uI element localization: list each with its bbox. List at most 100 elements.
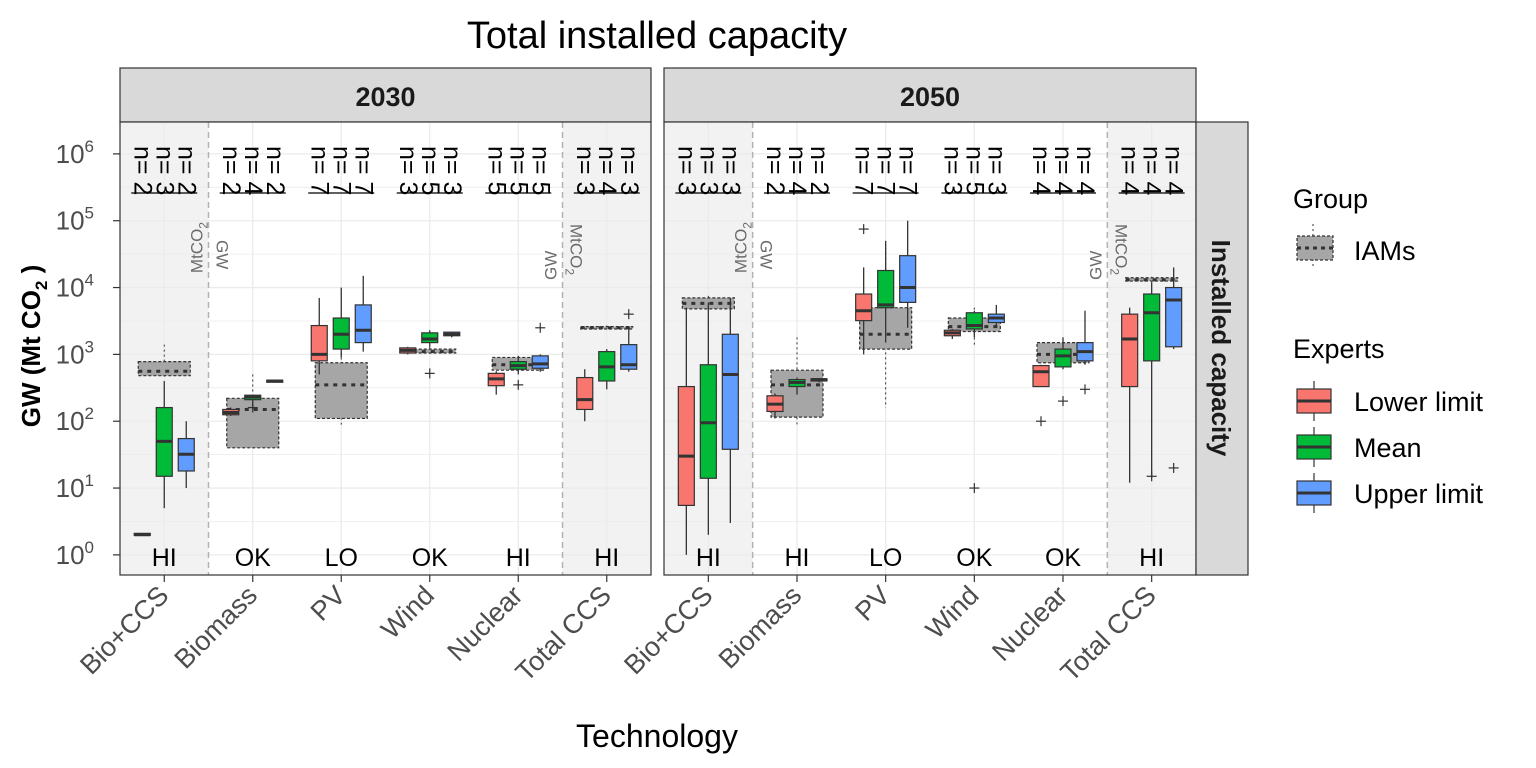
n-label: n= 3	[672, 146, 700, 195]
unit-label-gw: GW	[757, 240, 776, 269]
rating-label: HI	[594, 544, 619, 572]
legend-item-iams: IAMs	[1354, 236, 1416, 266]
n-label: n= 5	[504, 146, 532, 195]
panel-strip	[119, 67, 652, 123]
n-label: n= 3	[938, 146, 966, 195]
expert-box	[1032, 364, 1050, 388]
unit-label-gw: GW	[1086, 251, 1105, 280]
legend-group-title: Group	[1293, 184, 1368, 214]
y-tick-label: 104	[56, 271, 94, 303]
n-label: n= 4	[1049, 146, 1077, 195]
n-label: n= 2	[172, 146, 200, 195]
expert-box	[1143, 293, 1161, 362]
right-strip-label: Installed capacity	[1206, 240, 1236, 457]
y-tick-label-exponent: 1	[85, 471, 94, 490]
unit-label-mtco2-main: MtCO	[732, 229, 751, 273]
n-label: n= 2	[761, 146, 789, 195]
expert-box	[677, 385, 695, 507]
x-axis-title: Technology	[576, 718, 738, 754]
n-label: n= 7	[327, 146, 355, 195]
y-axis-title-end: )	[16, 265, 46, 281]
iam-box	[403, 348, 457, 354]
legend-item-mean: Mean	[1354, 433, 1422, 463]
right-strip-background	[1195, 121, 1249, 576]
rating-label: HI	[785, 544, 810, 572]
n-label: n= 7	[894, 146, 922, 195]
n-label: n= 2	[128, 146, 156, 195]
unit-label-mtco2-main: MtCO	[1111, 224, 1130, 268]
rating-label: OK	[1045, 544, 1081, 572]
n-label: n= 3	[150, 146, 178, 195]
unit-label-gw: GW	[542, 251, 561, 280]
unit-label-mtco2: MtCO2	[732, 222, 755, 273]
y-tick-label: 103	[56, 337, 94, 369]
rating-label: LO	[869, 544, 902, 572]
y-tick-label: 100	[56, 538, 94, 570]
n-label: n= 2	[261, 146, 289, 195]
unit-label-mtco2-main: MtCO	[188, 229, 207, 273]
n-label: n= 3	[394, 146, 422, 195]
n-label: n= 3	[571, 146, 599, 195]
chart-title: Total installed capacity	[467, 15, 847, 57]
unit-label-mtco2: MtCO2	[188, 222, 211, 273]
legend-key-iams	[1296, 224, 1334, 267]
iam-box	[137, 360, 191, 377]
y-tick-label: 101	[56, 471, 94, 503]
expert-box	[855, 293, 873, 322]
n-label: n= 3	[438, 146, 466, 195]
unit-label-mtco2-sub: 2	[741, 222, 755, 229]
y-tick-label: 105	[56, 204, 94, 236]
n-label: n= 4	[1116, 146, 1144, 195]
y-tick-label-exponent: 6	[85, 137, 94, 156]
rating-label: OK	[235, 544, 271, 572]
n-label: n= 3	[982, 146, 1010, 195]
y-tick-label-exponent: 2	[85, 404, 94, 423]
expert-box	[576, 376, 594, 411]
rating-label: LO	[325, 544, 358, 572]
y-tick-label-exponent: 5	[85, 204, 94, 223]
y-tick-label: 102	[56, 404, 94, 436]
n-label: n= 2	[805, 146, 833, 195]
y-tick-label: 106	[56, 137, 94, 169]
expert-box	[620, 344, 638, 370]
expert-box	[877, 269, 895, 309]
expert-box	[354, 304, 372, 344]
y-tick-label-base: 10	[56, 139, 85, 169]
rating-label: HI	[1139, 544, 1164, 572]
n-label: n= 7	[349, 146, 377, 195]
iam-box	[1125, 277, 1179, 282]
n-label: n= 5	[482, 146, 510, 195]
y-tick-label-base: 10	[56, 406, 85, 436]
y-tick-label-exponent: 4	[85, 271, 94, 290]
unit-label-mtco2-main: MtCO	[567, 224, 586, 268]
n-label: n= 4	[593, 146, 621, 195]
n-label: n= 4	[1071, 146, 1099, 195]
n-label: n= 7	[872, 146, 900, 195]
n-label: n= 5	[960, 146, 988, 195]
unit-label-mtco2-sub: 2	[197, 222, 211, 229]
expert-box	[1054, 348, 1072, 368]
rating-label: HI	[696, 544, 721, 572]
y-axis-title-main: GW (Mt CO	[16, 290, 46, 427]
legend-item-lower-limit: Lower limit	[1354, 387, 1484, 417]
panel-strip-label: 2030	[355, 82, 415, 112]
y-tick-label-base: 10	[56, 273, 85, 303]
legend-item-upper-limit: Upper limit	[1354, 479, 1484, 509]
n-label: n= 2	[217, 146, 245, 195]
expert-box	[1121, 313, 1139, 388]
iam-box	[314, 362, 368, 420]
rating-label: HI	[152, 544, 177, 572]
panel-strip-label: 2050	[900, 82, 960, 112]
legend-experts-title: Experts	[1293, 334, 1385, 364]
unit-label-mtco2: MtCO2	[563, 224, 586, 275]
n-label: n= 7	[305, 146, 333, 195]
n-label: n= 3	[716, 146, 744, 195]
unit-label-mtco2-sub: 2	[563, 268, 577, 275]
y-axis-title-sub: 2	[32, 281, 51, 290]
rating-label: HI	[506, 544, 531, 572]
expert-box	[310, 324, 328, 362]
